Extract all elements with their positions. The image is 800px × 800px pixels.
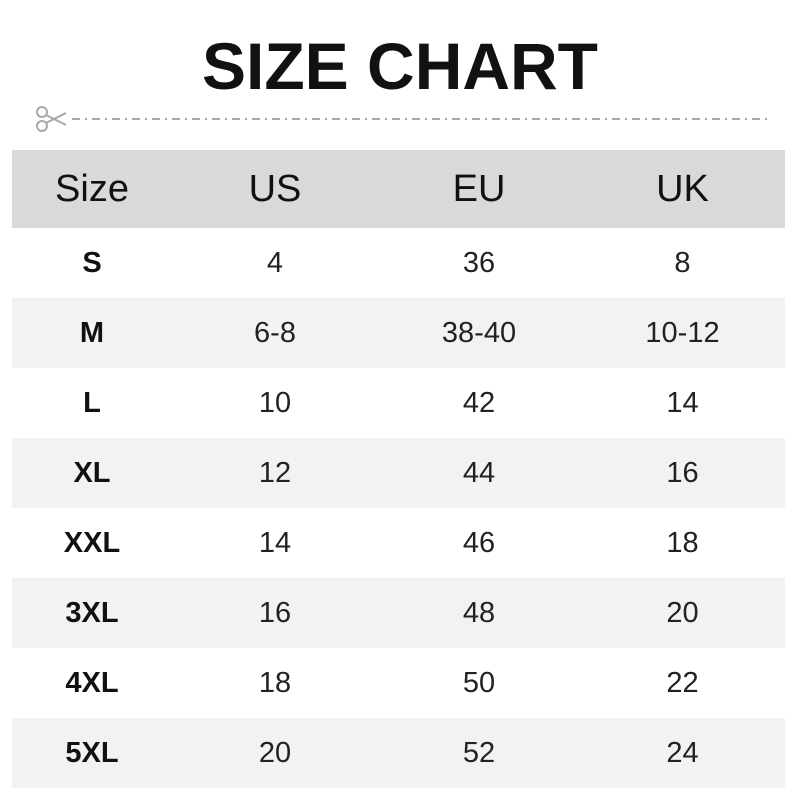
size-label-cell: 5XL [65,736,119,769]
size-label-cell: XL [73,456,111,489]
table-cell: 48 [462,596,496,629]
table-row: XXL 14 46 18 [12,508,785,578]
size-label-cell: XXL [63,526,121,559]
table-cell: 12 [258,456,292,489]
column-header: Size [55,167,129,210]
table-cell: 4 [266,246,284,279]
table-cell: 6-8 [254,316,296,349]
table-row: S 4 36 8 [12,228,785,298]
column-header: UK [656,167,709,210]
table-cell: 38-40 [441,316,517,349]
table-cell: 50 [462,666,496,699]
table-cell: 10 [258,386,292,419]
table-cell: 46 [462,526,496,559]
table-row: 3XL 16 48 20 [12,578,785,648]
size-label-cell: 4XL [65,666,119,699]
size-label-cell: 3XL [65,596,119,629]
table-row: L 10 42 14 [12,368,785,438]
table-cell: 16 [666,456,699,489]
table-row: 4XL 18 50 22 [12,648,785,718]
table-cell: 14 [258,526,292,559]
table-cell: 18 [666,526,699,559]
table-cell: 18 [258,666,292,699]
page-title: SIZE CHART [202,29,598,103]
table-row: 5XL 20 52 24 [12,718,785,788]
table-cell: 22 [666,666,699,699]
size-label-cell: S [82,246,102,279]
table-header: Size US EU UK [12,150,785,228]
table-cell: 44 [462,456,496,489]
size-table: Size US EU UK S 4 36 8 M 6-8 38-40 10-12 L 10 42 14… [12,150,785,788]
table-cell: 42 [462,386,496,419]
table-row: M 6-8 38-40 10-12 [12,298,785,368]
scissors-icon [36,106,67,132]
cut-line [36,106,769,132]
size-label-cell: M [79,316,105,349]
table-cell: 16 [258,596,292,629]
table-cell: 36 [462,246,496,279]
column-header: US [248,167,302,210]
table-cell: 20 [258,736,292,769]
table-cell: 52 [462,736,496,769]
table-cell: 20 [666,596,699,629]
column-header: EU [452,167,506,210]
size-label-cell: L [83,386,101,419]
table-cell: 14 [666,386,699,419]
table-cell: 24 [666,736,699,769]
table-row: XL 12 44 16 [12,438,785,508]
table-cell: 8 [674,246,691,279]
table-cell: 10-12 [645,316,720,349]
